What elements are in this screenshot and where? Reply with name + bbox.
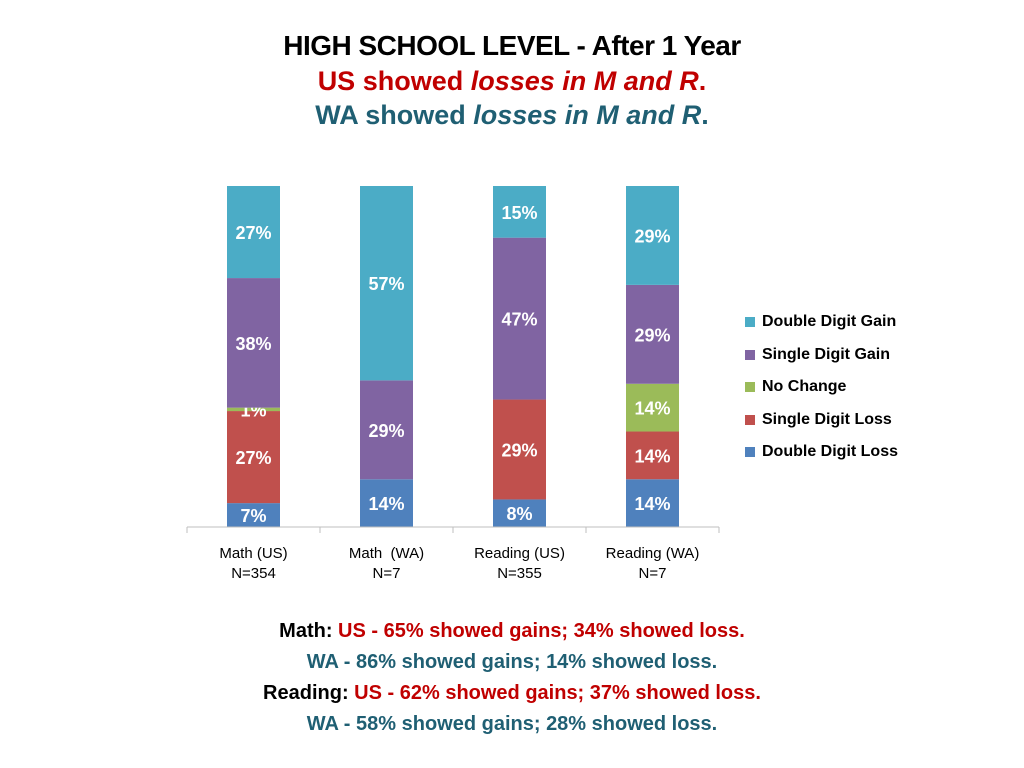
- bar-single-digit-loss-3: [493, 399, 546, 500]
- bar-double-digit-gain-3: [493, 186, 546, 238]
- chart-legend: Double Digit Gain Single Digit Gain No Cha…: [745, 306, 898, 469]
- data-label-double-digit-gain-3: 15%: [501, 203, 537, 223]
- data-label-double-digit-loss-1: 7%: [240, 506, 266, 526]
- subtitle-us-prefix: US showed: [317, 66, 471, 96]
- bar-single-digit-gain-2: [360, 380, 413, 480]
- summary-reading-us: US - 62% showed gains; 37% showed loss.: [354, 682, 761, 704]
- subtitle-us: US showed losses in M and R.: [0, 64, 1024, 98]
- bar-double-digit-gain-2: [360, 186, 413, 381]
- subtitle-wa-italic: losses in M and R: [473, 100, 702, 130]
- category-label-2-line-2: N=7: [373, 565, 401, 582]
- legend-label-double-digit-loss: Double Digit Loss: [762, 443, 898, 461]
- legend-swatch-no-change: [745, 382, 755, 393]
- summary-block: Math: US - 65% showed gains; 34% showed …: [0, 616, 1024, 740]
- category-label-2-line-1: Math (WA): [349, 545, 424, 562]
- legend-label-single-digit-loss: Single Digit Loss: [762, 410, 892, 428]
- chart-title: HIGH SCHOOL LEVEL - After 1 Year: [283, 30, 741, 61]
- bar-single-digit-gain-1: [227, 278, 280, 408]
- data-label-no-change-4: 14%: [634, 399, 670, 419]
- legend-label-no-change: No Change: [762, 378, 847, 396]
- legend-item-no-change: No Change: [745, 371, 898, 404]
- summary-reading-line: Reading: US - 62% showed gains; 37% show…: [0, 678, 1024, 709]
- data-label-single-digit-gain-2: 29%: [368, 421, 404, 441]
- category-label-1-line-1: Math (US): [219, 545, 287, 562]
- summary-math-wa: WA - 86% showed gains; 14% showed loss.: [306, 651, 718, 673]
- bar-double-digit-loss-4: [626, 479, 679, 527]
- legend-label-single-digit-gain: Single Digit Gain: [762, 345, 891, 363]
- data-label-single-digit-gain-3: 47%: [501, 310, 537, 330]
- title-block: HIGH SCHOOL LEVEL - After 1 Year US show…: [0, 28, 1024, 132]
- legend-item-single-digit-gain: Single Digit Gain: [745, 339, 898, 372]
- data-label-double-digit-gain-4: 29%: [634, 226, 670, 246]
- category-label-4-line-1: Reading (WA): [606, 545, 700, 562]
- summary-math-line: Math: US - 65% showed gains; 34% showed …: [0, 616, 1024, 647]
- bar-double-digit-gain-1: [227, 186, 280, 279]
- bar-double-digit-loss-1: [227, 503, 280, 527]
- legend-item-single-digit-loss: Single Digit Loss: [745, 404, 898, 437]
- summary-math-us: US - 65% showed gains; 34% showed loss.: [338, 620, 745, 642]
- legend-swatch-double-digit-gain: [745, 317, 755, 328]
- data-label-double-digit-loss-3: 8%: [506, 504, 532, 524]
- subtitle-wa: WA showed losses in M and R.: [0, 98, 1024, 132]
- bar-no-change-1: [227, 407, 280, 412]
- category-label-4-line-2: N=7: [639, 565, 667, 582]
- category-label-3-line-1: Reading (US): [474, 545, 565, 562]
- data-label-double-digit-loss-4: 14%: [634, 494, 670, 514]
- summary-math-label: Math:: [279, 620, 339, 642]
- legend-item-double-digit-gain: Double Digit Gain: [745, 306, 898, 339]
- legend-item-double-digit-loss: Double Digit Loss: [745, 436, 898, 469]
- data-label-double-digit-gain-2: 57%: [368, 274, 404, 294]
- subtitle-us-italic: losses in M and R: [470, 66, 699, 96]
- summary-reading-wa: WA - 58% showed gains; 28% showed loss.: [306, 713, 718, 735]
- data-label-single-digit-loss-1: 27%: [235, 448, 271, 468]
- category-label-3-line-2: N=355: [497, 565, 542, 582]
- bar-no-change-4: [626, 383, 679, 432]
- bar-single-digit-loss-4: [626, 431, 679, 480]
- legend-swatch-double-digit-loss: [745, 447, 755, 458]
- bar-single-digit-loss-1: [227, 411, 280, 504]
- category-label-1-line-2: N=354: [231, 565, 276, 582]
- data-label-single-digit-loss-4: 14%: [634, 446, 670, 466]
- subtitle-us-suffix: .: [698, 66, 707, 96]
- data-label-single-digit-loss-3: 29%: [501, 441, 537, 461]
- subtitle-wa-suffix: .: [701, 100, 709, 130]
- subtitle-wa-prefix: WA showed: [315, 100, 474, 130]
- data-label-double-digit-loss-2: 14%: [368, 494, 404, 514]
- legend-swatch-single-digit-loss: [745, 414, 755, 425]
- bar-single-digit-gain-3: [493, 237, 546, 400]
- legend-swatch-single-digit-gain: [745, 349, 755, 360]
- data-label-single-digit-gain-1: 38%: [235, 334, 271, 354]
- bar-double-digit-loss-2: [360, 479, 413, 527]
- data-label-single-digit-gain-4: 29%: [634, 325, 670, 345]
- bar-double-digit-gain-4: [626, 186, 679, 285]
- bar-single-digit-gain-4: [626, 284, 679, 384]
- bar-double-digit-loss-3: [493, 499, 546, 527]
- summary-reading-label: Reading:: [263, 682, 355, 704]
- data-label-double-digit-gain-1: 27%: [235, 223, 271, 243]
- legend-label-double-digit-gain: Double Digit Gain: [762, 313, 897, 331]
